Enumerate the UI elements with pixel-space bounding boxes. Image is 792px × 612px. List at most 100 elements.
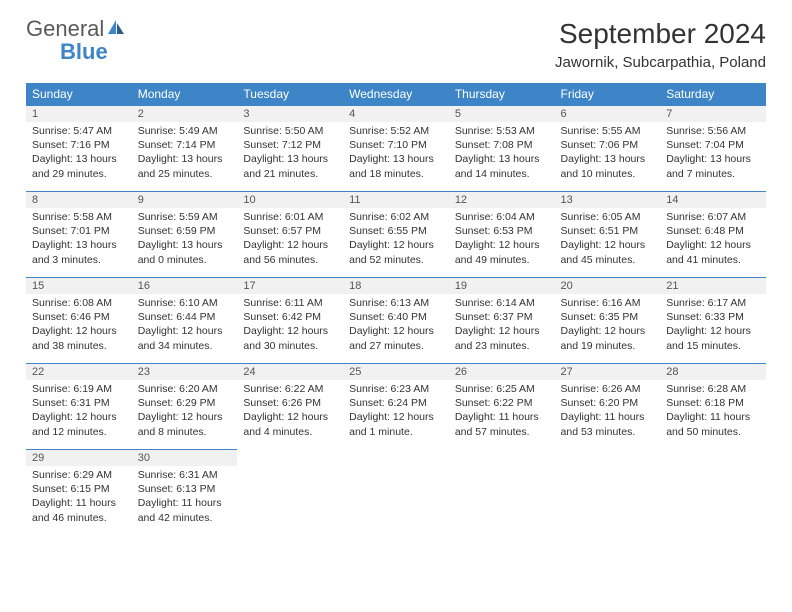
calendar-row: 22Sunrise: 6:19 AMSunset: 6:31 PMDayligh… [26,363,766,449]
day-number: 26 [449,363,555,380]
sunrise-line: Sunrise: 6:23 AM [349,382,443,396]
sunrise-line: Sunrise: 6:28 AM [666,382,760,396]
sunrise-line: Sunrise: 6:22 AM [243,382,337,396]
sunset-line: Sunset: 6:40 PM [349,310,443,324]
day-number: 22 [26,363,132,380]
title-block: September 2024 Jawornik, Subcarpathia, P… [555,18,766,71]
day-number: 3 [237,105,343,122]
day-details: Sunrise: 6:04 AMSunset: 6:53 PMDaylight:… [449,210,555,271]
daylight-line: Daylight: 13 hours and 29 minutes. [32,152,126,180]
sunset-line: Sunset: 7:12 PM [243,138,337,152]
day-details: Sunrise: 6:25 AMSunset: 6:22 PMDaylight:… [449,382,555,443]
calendar-cell: 13Sunrise: 6:05 AMSunset: 6:51 PMDayligh… [555,191,661,277]
daylight-line: Daylight: 12 hours and 8 minutes. [138,410,232,438]
day-details: Sunrise: 5:50 AMSunset: 7:12 PMDaylight:… [237,124,343,185]
day-details: Sunrise: 6:08 AMSunset: 6:46 PMDaylight:… [26,296,132,357]
calendar-cell: 28 Sunrise: 6:28 AMSunset: 6:18 PMDayligh… [660,363,766,449]
sunrise-line: Sunrise: 5:56 AM [666,124,760,138]
calendar-cell: 18Sunrise: 6:13 AMSunset: 6:40 PMDayligh… [343,277,449,363]
sunset-line: Sunset: 6:51 PM [561,224,655,238]
day-number: 18 [343,277,449,294]
calendar-cell [237,449,343,535]
day-number: 25 [343,363,449,380]
daylight-line: Daylight: 12 hours and 15 minutes. [666,324,760,352]
sunset-line: Sunset: 6:44 PM [138,310,232,324]
day-number: 12 [449,191,555,208]
day-details: Sunrise: 6:28 AMSunset: 6:18 PMDaylight:… [660,382,766,443]
calendar-cell: 4Sunrise: 5:52 AMSunset: 7:10 PMDaylight… [343,105,449,191]
sunset-line: Sunset: 6:35 PM [561,310,655,324]
sunset-line: Sunset: 6:20 PM [561,396,655,410]
day-number: 16 [132,277,238,294]
day-number: 5 [449,105,555,122]
daylight-line: Daylight: 13 hours and 0 minutes. [138,238,232,266]
calendar-cell: 26 Sunrise: 6:25 AMSunset: 6:22 PMDayligh… [449,363,555,449]
day-details: Sunrise: 5:52 AMSunset: 7:10 PMDaylight:… [343,124,449,185]
sunset-line: Sunset: 6:37 PM [455,310,549,324]
calendar-cell: 6Sunrise: 5:55 AMSunset: 7:06 PMDaylight… [555,105,661,191]
daylight-line: Daylight: 11 hours and 50 minutes. [666,410,760,438]
day-details: Sunrise: 6:02 AMSunset: 6:55 PMDaylight:… [343,210,449,271]
sunset-line: Sunset: 6:26 PM [243,396,337,410]
sunset-line: Sunset: 6:55 PM [349,224,443,238]
daylight-line: Daylight: 12 hours and 23 minutes. [455,324,549,352]
day-number: 11 [343,191,449,208]
calendar-cell: 27Sunrise: 6:26 AMSunset: 6:20 PMDayligh… [555,363,661,449]
calendar-cell [449,449,555,535]
day-details: Sunrise: 6:17 AMSunset: 6:33 PMDaylight:… [660,296,766,357]
weekday-header: Friday [555,83,661,105]
day-number: 17 [237,277,343,294]
calendar-row: 15Sunrise: 6:08 AMSunset: 6:46 PMDayligh… [26,277,766,363]
day-details: Sunrise: 6:20 AMSunset: 6:29 PMDaylight:… [132,382,238,443]
daylight-line: Daylight: 12 hours and 12 minutes. [32,410,126,438]
daylight-line: Daylight: 12 hours and 45 minutes. [561,238,655,266]
daylight-line: Daylight: 13 hours and 10 minutes. [561,152,655,180]
day-number: 30 [132,449,238,466]
weekday-header: Thursday [449,83,555,105]
daylight-line: Daylight: 12 hours and 4 minutes. [243,410,337,438]
day-number: 19 [449,277,555,294]
calendar-cell: 5Sunrise: 5:53 AMSunset: 7:08 PMDaylight… [449,105,555,191]
sunrise-line: Sunrise: 6:25 AM [455,382,549,396]
day-number: 28 [660,363,766,380]
daylight-line: Daylight: 11 hours and 42 minutes. [138,496,232,524]
day-number: 1 [26,105,132,122]
sunset-line: Sunset: 7:08 PM [455,138,549,152]
daylight-line: Daylight: 13 hours and 3 minutes. [32,238,126,266]
sunset-line: Sunset: 7:14 PM [138,138,232,152]
calendar-cell: 22Sunrise: 6:19 AMSunset: 6:31 PMDayligh… [26,363,132,449]
sunset-line: Sunset: 6:31 PM [32,396,126,410]
sunset-line: Sunset: 6:59 PM [138,224,232,238]
daylight-line: Daylight: 13 hours and 21 minutes. [243,152,337,180]
sunset-line: Sunset: 6:18 PM [666,396,760,410]
calendar-cell: 20Sunrise: 6:16 AMSunset: 6:35 PMDayligh… [555,277,661,363]
calendar-cell [343,449,449,535]
calendar-cell: 8Sunrise: 5:58 AMSunset: 7:01 PMDaylight… [26,191,132,277]
calendar-row: 1 Sunrise: 5:47 AMSunset: 7:16 PMDaylight… [26,105,766,191]
calendar-cell: 1 Sunrise: 5:47 AMSunset: 7:16 PMDaylight… [26,105,132,191]
daylight-line: Daylight: 13 hours and 14 minutes. [455,152,549,180]
calendar-row: 29 Sunrise: 6:29 AMSunset: 6:15 PMDayligh… [26,449,766,535]
day-number: 27 [555,363,661,380]
day-details: Sunrise: 5:55 AMSunset: 7:06 PMDaylight:… [555,124,661,185]
logo-text-gray: General [26,16,104,41]
sunset-line: Sunset: 6:46 PM [32,310,126,324]
day-details: Sunrise: 6:29 AMSunset: 6:15 PMDaylight:… [26,468,132,529]
logo-text-blue: Blue [60,39,108,64]
daylight-line: Daylight: 12 hours and 34 minutes. [138,324,232,352]
day-details: Sunrise: 5:47 AMSunset: 7:16 PMDaylight:… [26,124,132,185]
daylight-line: Daylight: 13 hours and 18 minutes. [349,152,443,180]
calendar-cell: 21Sunrise: 6:17 AMSunset: 6:33 PMDayligh… [660,277,766,363]
sunset-line: Sunset: 6:48 PM [666,224,760,238]
sunrise-line: Sunrise: 6:26 AM [561,382,655,396]
sunrise-line: Sunrise: 5:47 AM [32,124,126,138]
daylight-line: Daylight: 12 hours and 52 minutes. [349,238,443,266]
sunrise-line: Sunrise: 6:20 AM [138,382,232,396]
day-number: 29 [26,449,132,466]
calendar-cell: 19Sunrise: 6:14 AMSunset: 6:37 PMDayligh… [449,277,555,363]
day-details: Sunrise: 6:01 AMSunset: 6:57 PMDaylight:… [237,210,343,271]
day-number: 7 [660,105,766,122]
sail-icon [106,18,126,41]
calendar-cell: 7Sunrise: 5:56 AMSunset: 7:04 PMDaylight… [660,105,766,191]
sunset-line: Sunset: 7:06 PM [561,138,655,152]
